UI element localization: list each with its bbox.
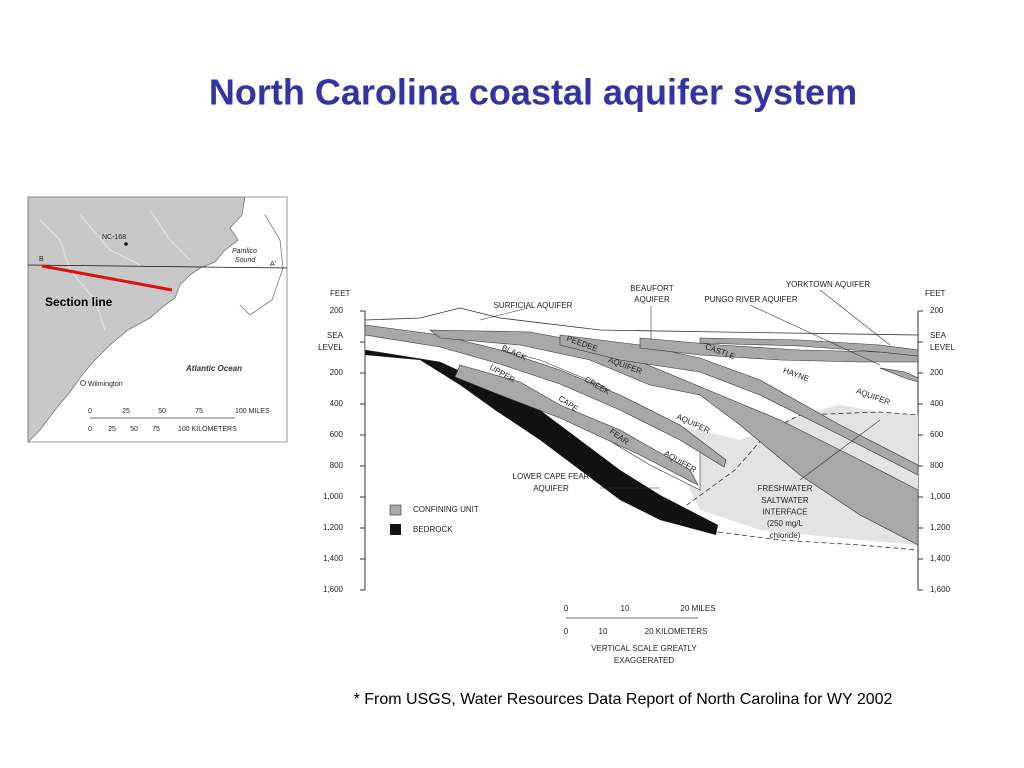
scale-label: 20 KILOMETERS: [645, 627, 708, 636]
depth-label: 1,200: [323, 523, 344, 532]
scale-label: 0: [564, 627, 569, 636]
layer-label: AQUIFER: [533, 484, 569, 493]
depth-label: 1,600: [323, 585, 344, 594]
scale-label: 10: [599, 627, 608, 636]
map-label: Pamlico: [232, 248, 257, 255]
land: [27, 196, 246, 443]
leader: [799, 419, 881, 481]
depth-label: 1,000: [930, 492, 951, 501]
map-label: B: [39, 256, 44, 263]
interface-line-label: FRESHWATER: [757, 484, 812, 493]
scale-label: 0: [564, 604, 569, 613]
interface-line-label: INTERFACE: [763, 508, 808, 517]
title: North Carolina coastal aquifer system: [209, 72, 857, 113]
scale-label: 75: [152, 426, 160, 433]
scale-label: 25: [122, 408, 130, 415]
depth-label: 400: [930, 399, 944, 408]
interface-line-label: (250 mg/L: [767, 519, 804, 528]
depth-label: 800: [930, 461, 944, 470]
map-label: Wilmington: [88, 381, 123, 388]
map-scale: 0 25 50 75 100 MILES 0 25 50 75 100 KILOMETERS: [88, 408, 270, 433]
leader: [749, 304, 881, 366]
section-line: [41, 264, 173, 292]
layer-label: YORKTOWN AQUIFER: [786, 280, 871, 289]
footnote: * From USGS, Water Resources Data Report…: [354, 691, 893, 708]
section-trace: [27, 264, 288, 269]
scale-label: 0: [88, 426, 92, 433]
leader: [479, 307, 529, 321]
scale-label: 25: [108, 426, 116, 433]
legend-swatch: [389, 504, 402, 516]
confining-unit: [364, 324, 727, 468]
depth-label: 400: [330, 399, 344, 408]
scale-note: VERTICAL SCALE GREATLY: [591, 644, 697, 653]
depth-label: 1,200: [930, 523, 951, 532]
map-label: Sound: [235, 257, 256, 264]
cross-section: SURFICIAL AQUIFER BEAUFORT AQUIFER YORKT…: [318, 280, 955, 665]
depth-label: 600: [330, 430, 344, 439]
map-label: Atlantic Ocean: [185, 364, 242, 373]
section-label: Section line: [45, 295, 113, 309]
depth-label: 600: [930, 430, 944, 439]
map-label: NC-168: [102, 234, 126, 241]
bedrock: [365, 345, 718, 535]
scale-label: 100 KILOMETERS: [178, 426, 237, 433]
depth-unit: FEET: [925, 289, 946, 298]
section-scale: 0 10 20 MILES 0 10 20 KILOMETERS: [564, 604, 716, 636]
scale-label: 50: [158, 408, 166, 415]
depth-label: 1,000: [323, 492, 344, 501]
interface-line-label: SALTWATER: [761, 496, 809, 505]
confining-unit: [429, 329, 919, 546]
depth-label: 1,400: [323, 554, 344, 563]
scale-label: 50: [130, 426, 138, 433]
depth-label: SEA: [930, 331, 947, 340]
depth-label: LEVEL: [318, 343, 343, 352]
depth-label: LEVEL: [930, 343, 955, 352]
map: NC-168 Pamlico Sound B A' Atlantic Ocean…: [27, 196, 288, 443]
legend-label: BEDROCK: [413, 525, 453, 534]
depth-label: 200: [930, 306, 944, 315]
scale-note: EXAGGERATED: [614, 656, 675, 665]
scale-label: 10: [621, 604, 630, 613]
legend-label: CONFINING UNIT: [413, 505, 479, 514]
layer-label: AQUIFER: [634, 295, 670, 304]
confining-unit: [879, 367, 919, 383]
map-label: A': [270, 261, 276, 268]
depth-unit: FEET: [330, 289, 351, 298]
depth-label: 200: [330, 306, 344, 315]
scale-label: 100 MILES: [235, 408, 270, 415]
city-symbol: [80, 380, 86, 386]
depth-label: 200: [930, 368, 944, 377]
scale-label: 0: [88, 408, 92, 415]
interface-base: [717, 531, 919, 551]
layer-label: BEAUFORT: [630, 284, 674, 293]
confining-unit: [454, 364, 699, 486]
depth-label: 800: [330, 461, 344, 470]
leader: [819, 289, 891, 346]
land-surface: [364, 307, 919, 336]
depth-label: 1,400: [930, 554, 951, 563]
depth-label: 1,600: [930, 585, 951, 594]
layer-label: PUNGO RIVER AQUIFER: [704, 295, 798, 304]
outer-banks: [239, 214, 284, 316]
confining-unit: [559, 334, 919, 476]
interface-label: FRESHWATER SALTWATER INTERFACE (250 mg/L chl…: [757, 484, 812, 540]
city-dot: [124, 242, 128, 246]
depth-label: SEA: [327, 331, 344, 340]
legend-swatch: [390, 524, 401, 535]
depth-label: 200: [330, 368, 344, 377]
confining-unit: [699, 337, 919, 357]
confining-unit: [639, 337, 919, 363]
layer-label: SURFICIAL AQUIFER: [494, 301, 573, 310]
depth-scale: FEET SEA LEVEL 200 200 400 600 800 1,000 1,200 1,4…: [318, 289, 955, 594]
interface-line-label: chloride): [770, 531, 801, 540]
scale-label: 20 MILES: [680, 604, 715, 613]
layer-label: LOWER CAPE FEAR: [513, 472, 590, 481]
scale-label: 75: [195, 408, 203, 415]
